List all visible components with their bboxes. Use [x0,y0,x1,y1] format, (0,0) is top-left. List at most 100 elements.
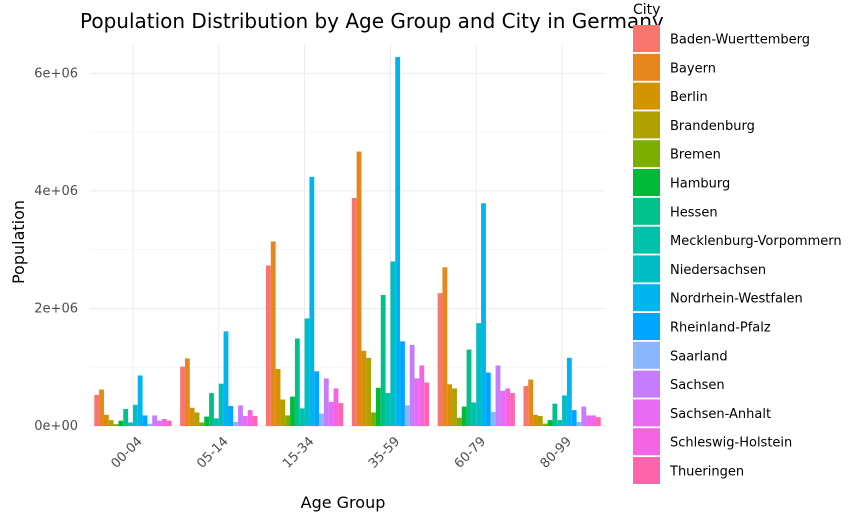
legend-label: Thueringen [669,465,744,480]
bar [400,341,405,426]
legend-label: Hamburg [670,177,730,192]
bar [290,396,295,426]
y-axis-ticks: 0e+00 2e+06 4e+06 6e+06 [34,66,78,434]
legend-swatch [633,313,660,340]
bar [447,384,453,426]
bar [476,323,482,426]
y-axis-title: Population [9,200,28,284]
legend-swatch [633,255,660,283]
bar [280,399,286,426]
bar [108,420,114,426]
bar [500,390,506,426]
chart-title: Population Distribution by Age Group and… [80,9,664,33]
bar [228,406,234,426]
bar [562,395,567,426]
legend-swatch [633,457,660,484]
legend-label: Niedersachsen [670,263,766,278]
bar [395,56,401,426]
bar [128,422,133,426]
x-tick-label: 60-79 [452,434,489,471]
legend-label: Rheinland-Pfalz [670,321,771,336]
bar [223,331,229,426]
legend-label: Sachsen-Anhalt [670,407,771,422]
bar [485,372,491,426]
x-tick-label: 05-14 [194,434,231,471]
legend-swatch [633,370,660,398]
y-tick-label: 6e+06 [34,66,78,81]
legend-swatch [633,25,660,52]
bar [238,405,243,426]
bar [166,420,172,426]
bar [152,415,158,426]
bar [437,293,443,426]
bar [442,267,448,426]
legend-title: City [633,2,660,18]
bar [404,405,410,426]
bar [581,406,587,426]
legend-swatch [633,341,660,369]
bar [409,344,415,426]
bar [328,401,334,426]
bar [314,371,320,426]
legend-swatch [633,428,660,456]
legend-label: Schleswig-Holstein [670,436,792,451]
bar [356,151,362,426]
legend-swatch [633,226,660,254]
bar [390,261,396,426]
bar [294,338,300,426]
bar [471,402,477,426]
bar [147,423,153,426]
bar [371,412,376,426]
bar [213,418,219,426]
bar [586,415,592,426]
grid [90,44,605,427]
bar [247,410,253,426]
bar [510,393,515,426]
bar [132,404,138,426]
legend-swatch [633,53,660,81]
legend-label: Hessen [670,205,718,220]
legend-swatch [633,284,660,312]
legend-swatch [633,399,660,427]
bar [505,388,511,426]
bar [481,203,486,426]
legend-label: Baden-Wuerttemberg [670,33,810,48]
bar [419,365,425,426]
x-axis-title: Age Group [301,493,386,512]
bar [142,415,148,426]
bar [333,388,339,426]
bar [424,382,430,426]
bar [351,197,357,426]
bar [209,393,214,426]
bar [304,318,310,426]
bar [103,414,109,426]
bar [265,265,271,426]
bar [270,241,276,426]
bar [233,421,239,426]
bar [528,379,534,426]
bar [309,176,315,426]
legend-label: Mecklenburg-Vorpommern [670,234,842,249]
bar [252,416,258,426]
bar [194,412,200,426]
bar [204,416,210,426]
bar [566,357,572,426]
bar [461,406,467,426]
bar [113,424,119,426]
bar [576,421,582,426]
bar [361,350,367,426]
legend-swatch [633,169,660,196]
legend-label: Sachsen [670,378,725,393]
bar [323,378,329,426]
bar [218,383,224,426]
bar [285,415,291,426]
bar [123,408,129,426]
bar [595,417,601,426]
bar [533,414,538,426]
x-tick-label: 35-59 [366,434,403,471]
x-tick-label: 15-34 [280,434,317,471]
bar [118,420,124,426]
bar [242,416,248,426]
bar [466,349,472,426]
